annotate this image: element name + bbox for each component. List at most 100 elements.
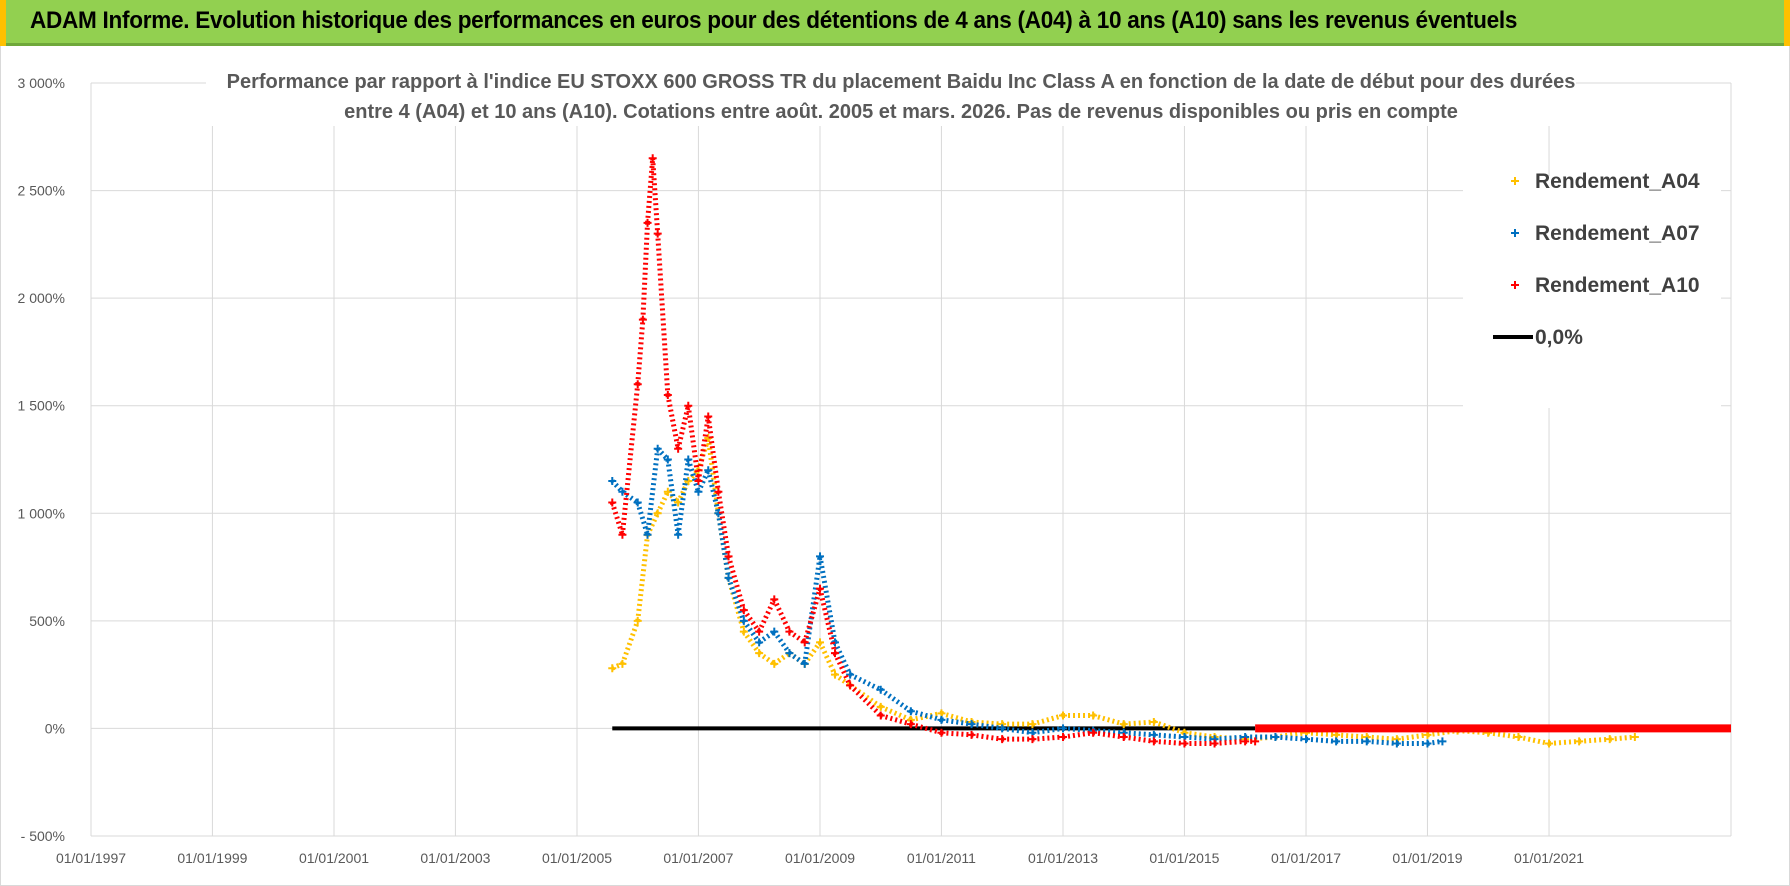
data-point bbox=[1059, 733, 1068, 742]
data-point bbox=[937, 728, 946, 737]
x-tick-label: 01/01/2015 bbox=[1149, 850, 1219, 866]
data-point-run bbox=[833, 672, 852, 688]
data-point-run bbox=[787, 651, 807, 666]
data-point bbox=[1251, 737, 1260, 746]
x-axis-tick-labels: 01/01/1997 01/01/1999 01/01/2001 01/01/2003… bbox=[56, 850, 1584, 866]
data-point bbox=[800, 659, 809, 668]
data-point-run bbox=[645, 158, 656, 224]
data-point-run bbox=[675, 405, 691, 450]
data-point-run bbox=[971, 719, 1003, 727]
data-point-run bbox=[1001, 725, 1033, 736]
data-point-run bbox=[665, 459, 681, 536]
data-point-run bbox=[705, 469, 721, 514]
data-point-run bbox=[695, 416, 711, 482]
legend-label: Rendement_A04 bbox=[1535, 170, 1700, 193]
data-point-run bbox=[655, 233, 671, 396]
y-tick-label: 0% bbox=[45, 720, 65, 736]
data-point bbox=[618, 659, 627, 668]
data-point-run bbox=[971, 721, 1003, 731]
data-point bbox=[1119, 720, 1128, 729]
data-point-run bbox=[1123, 719, 1155, 727]
data-point bbox=[1630, 733, 1639, 742]
data-point-run bbox=[1487, 730, 1519, 740]
x-tick-label: 01/01/1999 bbox=[177, 850, 247, 866]
data-point bbox=[1514, 733, 1523, 742]
data-point-run bbox=[832, 652, 853, 687]
data-point bbox=[1059, 711, 1068, 720]
data-point-run bbox=[1517, 734, 1550, 746]
data-point-run bbox=[1031, 713, 1064, 727]
data-point-run bbox=[1609, 734, 1636, 742]
chart-title-background bbox=[206, 66, 1576, 126]
data-point-run bbox=[1214, 738, 1246, 746]
data-point bbox=[674, 444, 683, 453]
data-point-run bbox=[802, 555, 823, 665]
legend-item: 0,0% bbox=[1493, 326, 1583, 349]
data-point-run bbox=[645, 512, 660, 536]
data-point-run bbox=[941, 730, 972, 738]
data-point-run bbox=[1396, 732, 1428, 742]
legend-item: Rendement_A07 bbox=[1511, 222, 1700, 245]
y-tick-label: 2 000% bbox=[18, 290, 65, 306]
data-point-run bbox=[620, 489, 640, 505]
x-tick-label: 01/01/2005 bbox=[542, 850, 612, 866]
legend-label: Rendement_A10 bbox=[1535, 274, 1700, 297]
y-tick-label: 3 000% bbox=[18, 75, 65, 91]
data-point bbox=[663, 390, 672, 399]
data-point-run bbox=[817, 641, 838, 676]
data-point-run bbox=[848, 683, 883, 718]
data-point bbox=[724, 552, 733, 561]
data-point-run bbox=[1032, 734, 1064, 742]
legend-background bbox=[1463, 176, 1721, 408]
chart-frame: 3 000% 2 500% 2 000% 1 500% 1 000% 500% 0% - 50… bbox=[0, 46, 1790, 886]
data-point-run bbox=[609, 501, 625, 536]
data-point bbox=[714, 487, 723, 496]
x-tick-label: 01/01/2009 bbox=[785, 850, 855, 866]
data-point bbox=[1423, 739, 1432, 748]
data-point-run bbox=[635, 534, 651, 622]
data-point-run bbox=[849, 672, 882, 692]
data-point-run bbox=[1214, 734, 1246, 742]
legend-marker-swatch bbox=[1511, 177, 1519, 185]
data-point-run bbox=[772, 651, 791, 666]
data-point-run bbox=[1153, 719, 1186, 736]
data-point bbox=[1575, 737, 1584, 746]
data-point-run bbox=[971, 732, 1003, 742]
data-point-run bbox=[726, 577, 747, 633]
series-rendement-a04 bbox=[608, 433, 1639, 748]
report-title: ADAM Informe. Evolution historique des p… bbox=[30, 7, 1518, 34]
data-point-run bbox=[635, 319, 646, 385]
data-point bbox=[1119, 733, 1128, 742]
grid-lines bbox=[90, 82, 1732, 837]
data-point-run bbox=[757, 651, 776, 666]
report-banner: ADAM Informe. Evolution historique des p… bbox=[0, 0, 1790, 46]
data-point-run bbox=[1335, 732, 1367, 740]
x-tick-label: 01/01/2011 bbox=[907, 850, 976, 866]
data-point-run bbox=[620, 620, 641, 665]
data-point-run bbox=[1548, 738, 1580, 746]
data-point-run bbox=[817, 588, 838, 654]
data-point-run bbox=[1092, 728, 1124, 736]
y-tick-label: 2 500% bbox=[18, 183, 65, 199]
series-rendement-a07 bbox=[608, 444, 1447, 748]
data-point-run bbox=[675, 479, 691, 504]
chart-title-line-2: entre 4 (A04) et 10 ans (A10). Cotations… bbox=[344, 101, 1458, 123]
data-point bbox=[1180, 739, 1189, 748]
legend-marker-swatch bbox=[1511, 281, 1519, 289]
data-point-run bbox=[1305, 736, 1337, 744]
banner-accent-left bbox=[0, 0, 6, 46]
data-point-run bbox=[756, 598, 777, 633]
data-point-run bbox=[1153, 732, 1185, 740]
data-point-run bbox=[941, 717, 972, 727]
data-point bbox=[1241, 737, 1250, 746]
series-rendement-a10 bbox=[608, 154, 1260, 748]
data-point-run bbox=[832, 641, 853, 676]
y-tick-label: 1 500% bbox=[18, 398, 65, 414]
data-point-run bbox=[940, 710, 973, 725]
data-point bbox=[633, 380, 642, 389]
data-point bbox=[704, 412, 713, 421]
data-point-run bbox=[1153, 738, 1185, 746]
plot-series bbox=[608, 154, 1731, 748]
data-point-run bbox=[640, 222, 651, 320]
legend-item: Rendement_A04 bbox=[1511, 170, 1700, 193]
